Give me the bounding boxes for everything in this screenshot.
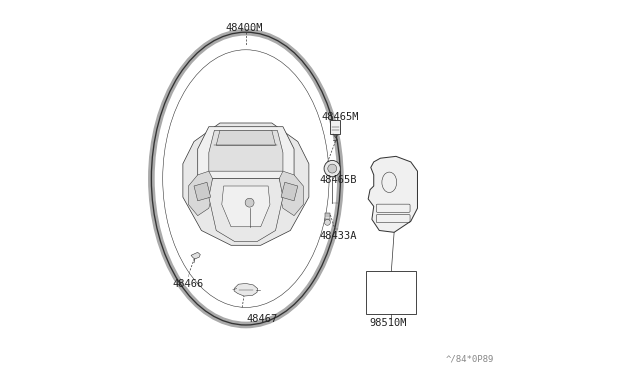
Circle shape (324, 160, 340, 177)
Text: ^/84*0P89: ^/84*0P89 (446, 355, 494, 364)
Polygon shape (183, 123, 309, 245)
Bar (366, 271, 417, 314)
Polygon shape (198, 127, 294, 179)
Bar (330, 120, 340, 134)
Text: 48467: 48467 (247, 314, 278, 324)
Polygon shape (281, 182, 298, 201)
Polygon shape (234, 283, 258, 296)
Polygon shape (222, 186, 270, 227)
Circle shape (245, 198, 254, 207)
Polygon shape (209, 131, 283, 171)
Text: 48400M: 48400M (225, 23, 263, 33)
Polygon shape (368, 156, 417, 232)
Polygon shape (191, 252, 200, 259)
Polygon shape (194, 182, 211, 201)
Text: 98510M: 98510M (370, 318, 407, 328)
Circle shape (328, 164, 337, 173)
Text: 48433A: 48433A (319, 231, 356, 241)
Bar (325, 213, 330, 221)
Polygon shape (209, 179, 283, 241)
Polygon shape (188, 171, 212, 216)
Text: 48466: 48466 (173, 279, 204, 289)
Text: 48465M: 48465M (322, 112, 359, 122)
Polygon shape (279, 171, 303, 216)
Polygon shape (216, 131, 276, 145)
Circle shape (324, 219, 330, 225)
Text: 48465B: 48465B (319, 176, 356, 185)
